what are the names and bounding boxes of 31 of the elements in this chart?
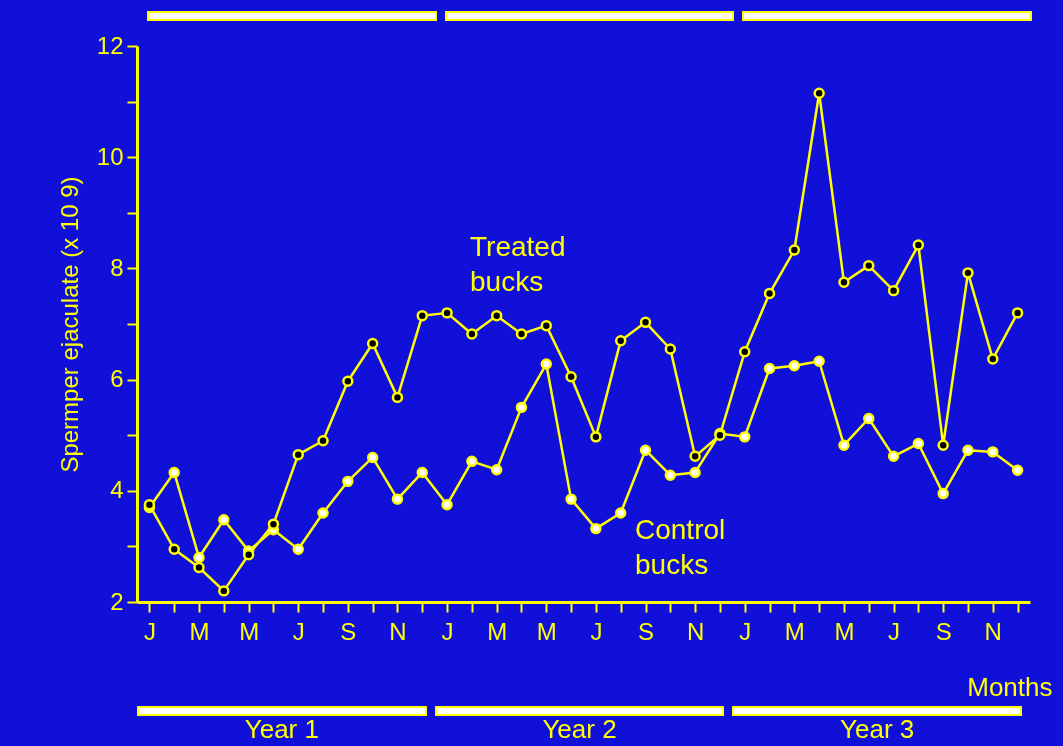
series-label: Treated bucks [470,231,566,297]
x-tick-label: N [389,617,407,645]
x-tick-label: J [292,617,305,645]
y-tick-label: 2 [110,587,124,615]
y-tick-label: 12 [96,31,124,59]
text: Year 2 [541,714,618,745]
x-tick-label: J [143,617,156,645]
x-tick-label: N [984,617,1002,645]
x-tick-label: M [487,617,508,645]
x-axis-title: Months [967,671,1053,702]
x-tick-label: M [834,617,855,645]
y-tick-label: 4 [110,476,124,504]
text: Year 3 [839,714,916,745]
x-tick-label: S [340,617,357,645]
x-tick-label: M [189,617,210,645]
x-tick-label: S [638,617,655,645]
x-tick-label: J [888,617,901,645]
y-tick-label: 6 [110,365,124,393]
y-axis-title: Spermper ejaculate (x 10 9) [55,176,83,473]
x-tick-label: J [590,617,603,645]
series-label: Control bucks [635,514,726,580]
x-tick-label: N [686,617,705,645]
text: Year 1 [243,714,320,745]
x-tick-label: M [784,617,805,645]
y-tick-label: 8 [110,253,124,281]
x-tick-label: J [441,617,454,645]
x-tick-label: M [239,617,260,645]
x-tick-label: S [935,617,952,645]
y-tick-label: 10 [96,142,124,170]
x-tick-label: M [536,617,557,645]
x-tick-label: J [739,617,752,645]
